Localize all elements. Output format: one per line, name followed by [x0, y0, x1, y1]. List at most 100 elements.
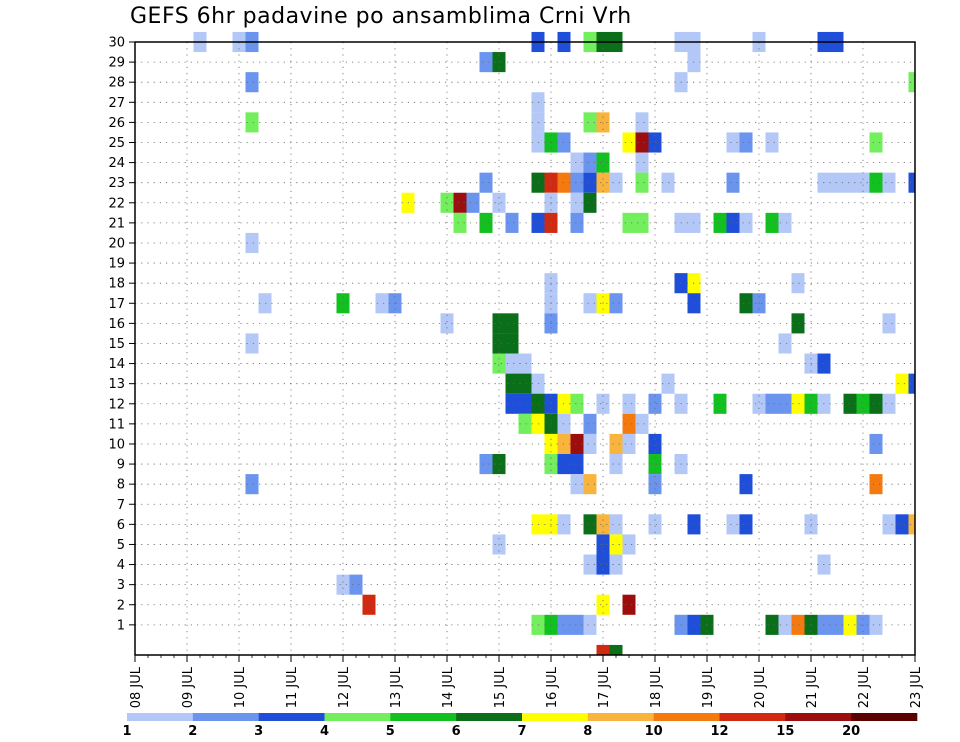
heatmap-cell	[791, 313, 805, 334]
heatmap-cell	[778, 333, 792, 354]
y-tick-label: 14	[108, 357, 125, 372]
heatmap-cell	[245, 112, 259, 133]
heatmap-cell	[375, 293, 389, 314]
heatmap-cell	[622, 212, 636, 233]
heatmap-cell	[362, 594, 376, 615]
heatmap-cell	[245, 72, 259, 93]
heatmap-cell	[505, 353, 519, 374]
heatmap-cell	[648, 433, 662, 455]
heatmap-cell	[843, 614, 857, 635]
heatmap-cell	[570, 454, 584, 475]
heatmap-cell	[622, 132, 636, 153]
y-tick-label: 11	[108, 417, 125, 432]
legend-label: 3	[254, 724, 263, 739]
legend-swatch	[324, 713, 391, 721]
heatmap-cell	[648, 514, 662, 535]
heatmap-cell	[583, 413, 597, 434]
legend-swatch	[390, 713, 457, 721]
y-tick-label: 3	[117, 578, 125, 593]
heatmap-cell	[466, 192, 480, 213]
heatmap-cell	[583, 433, 597, 455]
heatmap-cell	[843, 393, 857, 414]
legend-swatch	[127, 713, 194, 721]
y-tick-label: 23	[108, 176, 125, 191]
y-tick-label: 22	[108, 196, 125, 211]
y-tick-label: 21	[108, 216, 125, 231]
heatmap-cell	[479, 212, 493, 233]
heatmap-cell	[583, 514, 597, 535]
heatmap-cell	[596, 152, 610, 173]
x-tick-label: 21 JUL	[805, 666, 820, 708]
y-tick-label: 2	[117, 598, 125, 613]
x-tick-label: 22 JUL	[857, 666, 872, 708]
legend-swatch	[587, 713, 654, 721]
heatmap-cell	[791, 614, 805, 635]
legend-swatch	[456, 713, 523, 721]
heatmap-cell	[752, 393, 766, 414]
heatmap-cell	[479, 454, 493, 475]
heatmap-cell	[596, 514, 610, 535]
heatmap-cell	[440, 192, 454, 213]
heatmap-cell	[609, 454, 623, 475]
heatmap-cell	[583, 112, 597, 133]
heatmap-cell	[739, 293, 753, 314]
heatmap-cell	[245, 232, 259, 254]
heatmap-cell	[635, 212, 649, 233]
legend-swatch	[192, 713, 259, 721]
heatmap-cell	[479, 172, 493, 193]
heatmap-cell	[648, 474, 662, 495]
x-tick-label: 08 JUL	[129, 666, 144, 708]
heatmap-cell	[830, 614, 844, 635]
x-tick-label: 12 JUL	[337, 666, 352, 708]
heatmap-cell	[895, 373, 909, 394]
x-tick-label: 23 JUL	[909, 666, 924, 708]
legend-label: 7	[517, 724, 526, 739]
y-tick-label: 26	[108, 116, 125, 131]
heatmap-cell	[765, 614, 779, 635]
heatmap-cell	[856, 393, 870, 414]
legend-label: 8	[583, 724, 592, 739]
legend-label: 4	[320, 724, 329, 739]
y-tick-label: 9	[117, 458, 125, 473]
y-tick-label: 19	[108, 257, 125, 272]
heatmap-cell	[492, 333, 506, 354]
x-tick-label: 15 JUL	[493, 666, 508, 708]
heatmap-cell	[895, 514, 909, 535]
heatmap-cell	[778, 212, 792, 233]
heatmap-cell	[583, 152, 597, 173]
heatmap-cell	[739, 212, 753, 233]
legend-label: 10	[645, 724, 663, 739]
y-tick-label: 6	[117, 518, 125, 533]
heatmap-cell	[622, 393, 636, 414]
heatmap-cell	[505, 393, 519, 414]
heatmap-cell	[336, 574, 350, 595]
heatmap-cell	[635, 413, 649, 434]
heatmap-cell	[453, 192, 467, 213]
x-tick-label: 17 JUL	[597, 666, 612, 708]
y-tick-label: 15	[108, 337, 125, 352]
legend-label: 20	[842, 724, 860, 739]
legend-swatch	[785, 713, 852, 721]
heatmap-cell	[596, 112, 610, 133]
legend-swatch	[851, 713, 918, 721]
heatmap-cell	[570, 393, 584, 414]
heatmap-cell	[648, 393, 662, 414]
heatmap-cell	[518, 393, 532, 414]
y-tick-label: 27	[108, 96, 125, 111]
heatmap-cell	[583, 554, 597, 575]
heatmap-cell	[908, 373, 915, 394]
x-tick-label: 20 JUL	[753, 666, 768, 708]
heatmap-cell	[596, 594, 610, 615]
y-tick-label: 10	[108, 437, 125, 452]
heatmap-cell	[570, 152, 584, 173]
heatmap-cell	[635, 152, 649, 173]
x-tick-label: 10 JUL	[233, 666, 248, 708]
legend-label: 5	[386, 724, 395, 739]
y-tick-label: 16	[108, 317, 125, 332]
heatmap-cell	[349, 574, 363, 595]
heatmap-cell	[492, 192, 506, 213]
heatmap-cell	[518, 373, 532, 394]
heatmap-cell	[570, 474, 584, 495]
x-axis: 08 JUL 09 JUL 10 JUL 11 JUL 12 JUL 13 JUL 14 J…	[129, 655, 924, 708]
